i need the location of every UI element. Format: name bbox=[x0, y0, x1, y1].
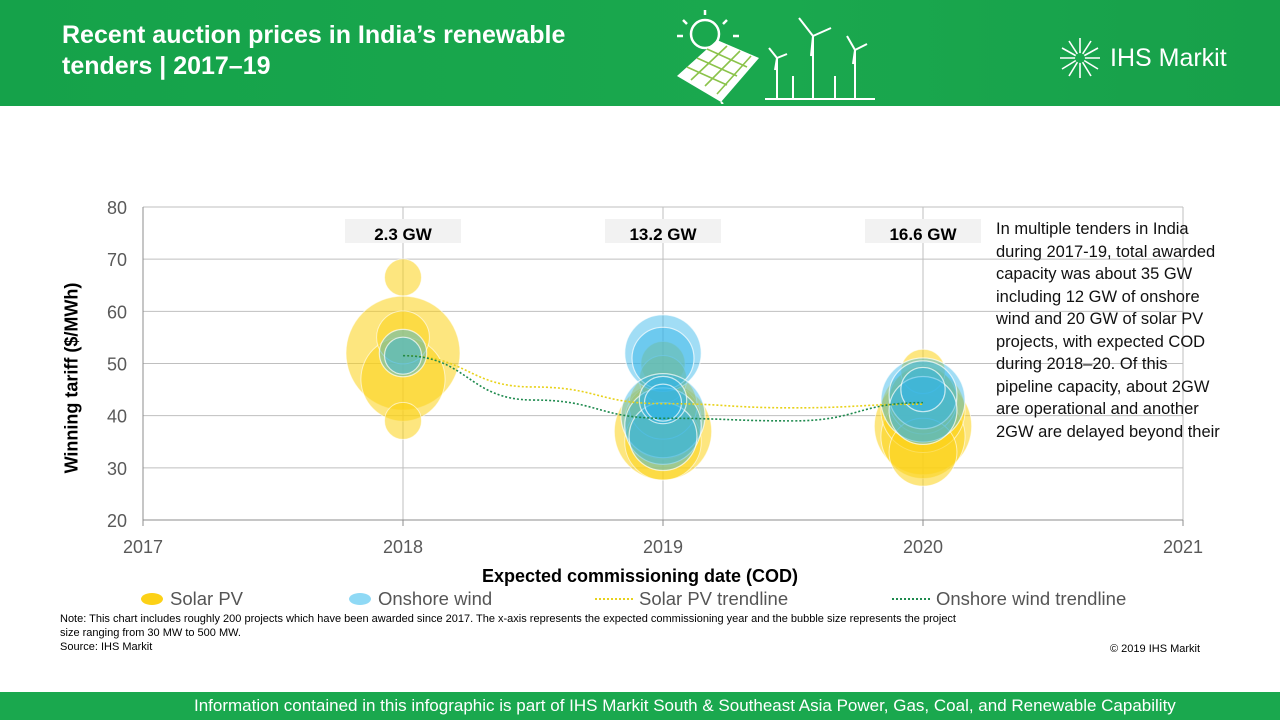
legend-solar-label: Solar PV bbox=[170, 588, 244, 609]
sidebar-summary-text: In multiple tenders in India during 2017… bbox=[996, 220, 1220, 441]
y-tick-label: 30 bbox=[107, 459, 127, 479]
note-text: Note: This chart includes roughly 200 pr… bbox=[60, 613, 956, 639]
y-tick-label: 80 bbox=[107, 198, 127, 218]
logo-burst-icon bbox=[1060, 38, 1100, 78]
solar-bubble bbox=[888, 417, 958, 487]
x-tick-label: 2021 bbox=[1163, 537, 1203, 557]
legend-wind-trend-label: Onshore wind trendline bbox=[936, 588, 1127, 609]
y-tick-label: 20 bbox=[107, 511, 127, 531]
solar-bubble bbox=[900, 348, 946, 394]
page-title: Recent auction prices in India’s renewab… bbox=[62, 20, 662, 82]
solar-panel-icon bbox=[677, 40, 759, 104]
legend-solar-trend-swatch bbox=[595, 598, 633, 600]
x-axis-label: Expected commissioning date (COD) bbox=[481, 566, 799, 586]
wind-turbines-icon bbox=[765, 17, 875, 100]
legend-item-wind-trend: Onshore wind trendline bbox=[892, 588, 1126, 610]
legend-wind-swatch bbox=[349, 593, 371, 605]
y-tick-label: 70 bbox=[107, 250, 127, 270]
legend-wind-trend-swatch bbox=[892, 598, 930, 600]
ihs-markit-logo: IHS Markit bbox=[1058, 36, 1227, 80]
wind-bubble bbox=[624, 387, 702, 465]
wind-bubble bbox=[628, 401, 698, 472]
wind-bubble bbox=[900, 366, 946, 413]
legend-solar-trend-label: Solar PV trendline bbox=[639, 588, 789, 609]
x-tick-label: 2018 bbox=[383, 537, 423, 557]
capacity-label-box bbox=[865, 219, 981, 243]
copyright-text: © 2019 IHS Markit bbox=[1110, 643, 1201, 655]
header-banner: Recent auction prices in India’s renewab… bbox=[0, 0, 1280, 106]
footer-banner: Information contained in this infographi… bbox=[0, 692, 1280, 720]
x-tick-label: 2017 bbox=[123, 537, 163, 557]
legend-item-wind: Onshore wind bbox=[348, 588, 492, 610]
wind-bubble bbox=[631, 326, 695, 390]
legend-wind-label: Onshore wind bbox=[378, 588, 493, 609]
capacity-label: 13.2 GW bbox=[629, 225, 697, 244]
sun-icon bbox=[677, 10, 739, 50]
capacity-label-box bbox=[605, 219, 721, 243]
solar-bubble bbox=[384, 258, 422, 297]
legend-solar-swatch bbox=[141, 593, 163, 605]
y-tick-label: 60 bbox=[107, 302, 127, 322]
capacity-label-box bbox=[345, 219, 461, 243]
chart-legend: Solar PV Onshore wind Solar PV trendline… bbox=[140, 588, 1240, 612]
y-tick-label: 50 bbox=[107, 355, 127, 375]
capacity-label: 16.6 GW bbox=[889, 225, 957, 244]
chart-note: Note: This chart includes roughly 200 pr… bbox=[60, 612, 960, 654]
solar-wind-illustration bbox=[677, 10, 875, 104]
footer-text: Information contained in this infographi… bbox=[194, 696, 1176, 715]
y-tick-label: 40 bbox=[107, 407, 127, 427]
brand-name: IHS Markit bbox=[1110, 43, 1227, 72]
x-tick-label: 2019 bbox=[643, 537, 683, 557]
capacity-label: 2.3 GW bbox=[374, 225, 433, 244]
x-tick-label: 2020 bbox=[903, 537, 943, 557]
title-line-1: Recent auction prices in India’s renewab… bbox=[62, 21, 566, 49]
solar-bubble bbox=[384, 401, 422, 440]
legend-item-solar-trend: Solar PV trendline bbox=[595, 588, 788, 610]
wind-bubble bbox=[888, 375, 958, 445]
legend-item-solar: Solar PV bbox=[140, 588, 243, 610]
title-line-2: tenders | 2017–19 bbox=[62, 52, 271, 80]
source-text: Source: IHS Markit bbox=[60, 641, 153, 653]
wind-bubble bbox=[888, 360, 958, 430]
y-axis-label: Winning tariff ($/MWh) bbox=[61, 282, 82, 474]
